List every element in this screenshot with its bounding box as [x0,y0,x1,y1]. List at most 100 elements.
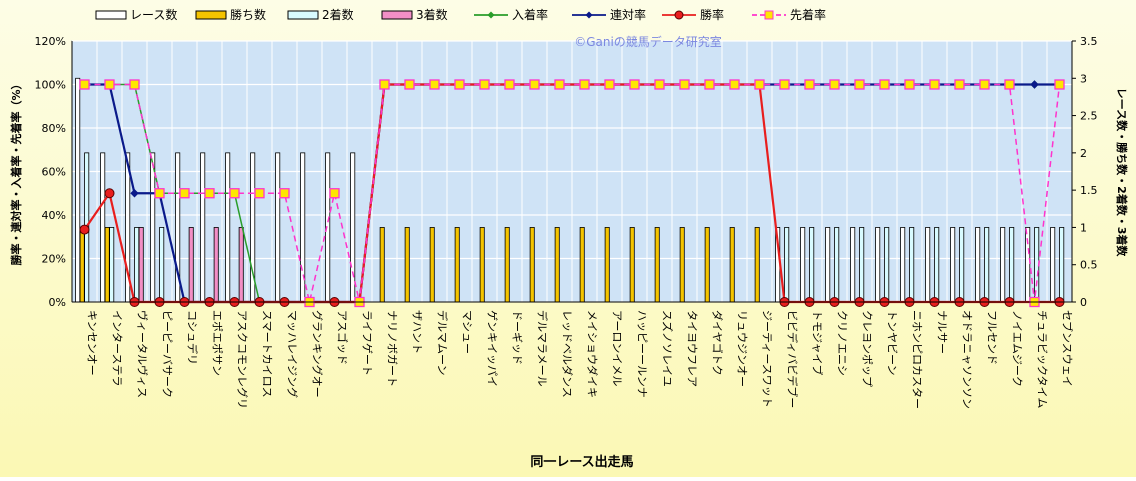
legend-item-勝率: 勝率 [662,7,724,22]
bar-勝ち数 [729,227,735,303]
legend: レース数 勝ち数 2着数 3着数 入着率 連対率 勝率 先着率 [95,7,826,22]
left-tick-label: 40% [42,209,66,222]
legend-item-先着率: 先着率 [752,7,826,22]
point-勝率 [104,188,115,199]
point-先着率 [704,79,715,90]
category-label: タイヨウフレア [686,310,699,387]
point-先着率 [279,188,290,199]
category-label: リュウジンオー [736,310,749,387]
bar-2着数 [984,227,990,303]
bar-レース数 [850,227,856,303]
point-先着率 [154,188,165,199]
category-label: ビビディバビデブー [786,310,800,408]
bar-勝ち数 [704,227,710,303]
category-label: メイショウダイキ [586,310,600,398]
category-label: キンセンオー [86,310,99,376]
bar-2着数 [959,227,965,303]
category-label: スズノソレイユ [661,310,675,387]
bar-レース数 [950,227,956,303]
bar-勝ち数 [429,227,435,303]
right-tick-label: 3 [1080,72,1087,85]
point-先着率 [254,188,265,199]
point-先着率 [854,79,865,90]
category-label: トンヤビーン [886,310,899,375]
point-先着率 [379,79,390,90]
bar-勝ち数 [379,227,385,303]
category-label: インターステラ [111,310,124,386]
legend-item-勝ち数: 勝ち数 [195,7,266,22]
line-先着率 [84,83,1061,303]
point-先着率 [479,79,490,90]
point-先着率 [979,79,990,90]
bar-2着数 [884,227,890,303]
bar-レース数 [200,152,206,303]
legend-marker [674,10,684,20]
category-label: トモジャイブ [811,310,825,375]
left-tick-label: 120% [35,35,66,48]
bar-レース数 [150,152,156,303]
bar-レース数 [925,227,931,303]
legend-swatch [95,10,127,20]
bar-3着数 [188,227,194,303]
bar-2着数 [109,227,115,303]
point-先着率 [829,79,840,90]
point-先着率 [329,188,340,199]
left-tick-label: 20% [42,253,66,266]
point-先着率 [79,79,90,90]
bar-2着数 [134,227,140,303]
point-先着率 [804,79,815,90]
category-label: ノイエムジーク [1011,310,1024,387]
point-先着率 [1054,79,1065,90]
point-先着率 [879,79,890,90]
category-label: コシュデリ [186,310,200,365]
legend-label: 先着率 [790,7,826,22]
bar-レース数 [825,227,831,303]
bar-勝ち数 [504,227,510,303]
category-label: ナリノボガート [386,310,399,387]
bar-2着数 [784,227,790,303]
point-先着率 [529,79,540,90]
bar-レース数 [350,152,356,303]
point-先着率 [229,188,240,199]
legend-item-連対率: 連対率 [572,7,646,22]
category-label: ピーピーバサーク [161,310,174,398]
category-label: ジーティースワット [761,310,774,408]
bar-勝ち数 [554,227,560,303]
category-label: スマートカイロス [261,310,274,398]
category-label: アスゴッド [336,310,350,365]
bar-レース数 [225,152,231,303]
bar-レース数 [100,152,106,303]
bar-レース数 [275,152,281,303]
bar-勝ち数 [604,227,610,303]
bar-勝ち数 [404,227,410,303]
right-tick-label: 0 [1080,296,1087,309]
point-勝率 [79,224,90,235]
legend-item-入着率: 入着率 [474,7,548,22]
right-tick-label: 1 [1080,221,1087,234]
bar-レース数 [1050,227,1056,303]
x-axis-title: 同一レース出走馬 [530,454,633,470]
bar-レース数 [875,227,881,303]
point-先着率 [579,79,590,90]
category-label: マッハレイジング [286,310,300,398]
bar-2着数 [909,227,915,303]
right-tick-label: 3.5 [1080,35,1098,48]
point-先着率 [204,188,215,199]
point-先着率 [904,79,915,90]
point-連対率 [1030,80,1039,89]
legend-marker [764,10,774,20]
right-tick-label: 0.5 [1080,259,1098,272]
bar-2着数 [859,227,865,303]
bar-2着数 [159,227,165,303]
bar-勝ち数 [654,227,660,303]
right-tick-label: 2.5 [1080,110,1098,123]
category-label: ライフゲート [361,310,374,376]
category-label: ザハント [411,310,424,354]
category-label: フルセンド [986,310,999,365]
y-axis-title-left: 勝率・連対率・入着率・先着率（%） [9,78,23,265]
bar-3着数 [213,227,219,303]
bar-レース数 [75,77,81,303]
bar-勝ち数 [579,227,585,303]
category-label: デルマラメール [536,310,550,387]
point-先着率 [1004,79,1015,90]
